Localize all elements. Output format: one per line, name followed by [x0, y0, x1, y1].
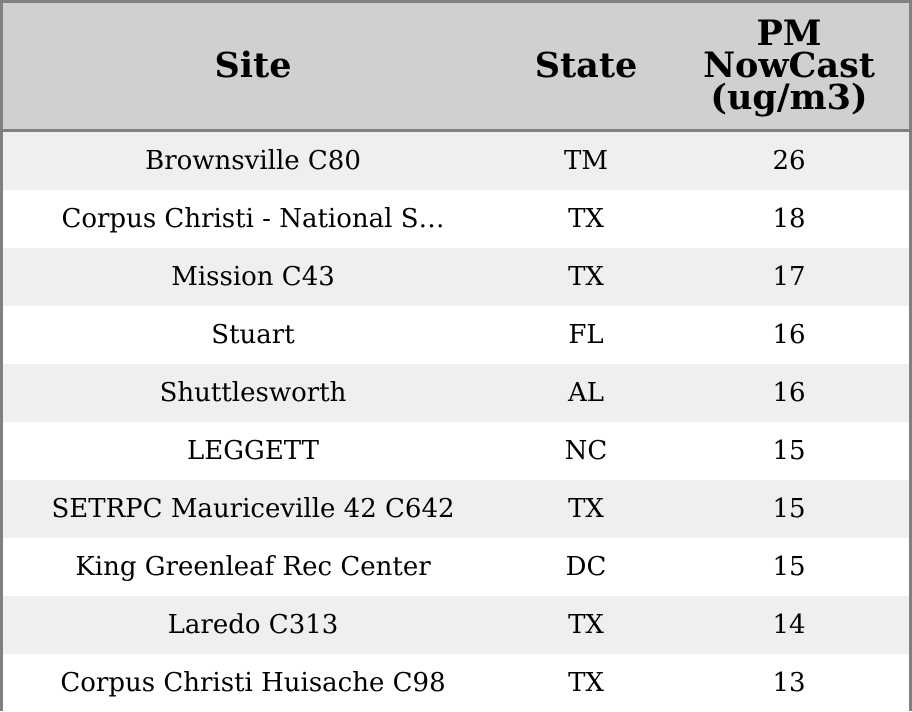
table-row: King Greenleaf Rec Center DC 15: [3, 538, 909, 596]
column-header-pm-nowcast: PM NowCast (ug/m3): [669, 3, 909, 129]
cell-pm-nowcast: 15: [772, 552, 806, 582]
table-row: Corpus Christi - National S… TX 18: [3, 190, 909, 248]
table-row: LEGGETT NC 15: [3, 422, 909, 480]
cell-site: Laredo C313: [167, 610, 339, 640]
cell-state: TX: [568, 494, 604, 524]
column-header-site: Site: [214, 45, 292, 86]
cell-site: Stuart: [211, 320, 295, 350]
cell-pm-nowcast: 13: [772, 668, 806, 698]
cell-site: Corpus Christi - National S…: [61, 204, 445, 234]
cell-state: FL: [568, 320, 604, 350]
cell-site: LEGGETT: [187, 436, 319, 466]
cell-state: TX: [568, 262, 604, 292]
cell-state: TX: [568, 610, 604, 640]
table-row: SETRPC Mauriceville 42 C642 TX 15: [3, 480, 909, 538]
cell-site: Brownsville C80: [145, 146, 361, 176]
column-header-pm-nowcast-label: PM NowCast (ug/m3): [703, 13, 875, 118]
table-row: Brownsville C80 TM 26: [3, 132, 909, 190]
cell-state: AL: [567, 378, 605, 408]
column-header-state: State: [534, 45, 638, 86]
cell-state: TX: [568, 204, 604, 234]
cell-pm-nowcast: 18: [772, 204, 806, 234]
cell-state: TX: [568, 668, 604, 698]
cell-pm-nowcast: 26: [772, 146, 806, 176]
cell-pm-nowcast: 16: [772, 378, 806, 408]
table-header-row: Site State PM NowCast (ug/m3): [3, 3, 909, 132]
table-row: Mission C43 TX 17: [3, 248, 909, 306]
cell-state: TM: [564, 146, 608, 176]
cell-state: DC: [565, 552, 607, 582]
table-row: Laredo C313 TX 14: [3, 596, 909, 654]
cell-site: Mission C43: [171, 262, 335, 292]
cell-pm-nowcast: 15: [772, 494, 806, 524]
cell-pm-nowcast: 15: [772, 436, 806, 466]
cell-pm-nowcast: 17: [772, 262, 806, 292]
table-body: Brownsville C80 TM 26 Corpus Christi - Nati…: [3, 132, 909, 712]
cell-site: SETRPC Mauriceville 42 C642: [51, 494, 455, 524]
table-row: Shuttlesworth AL 16: [3, 364, 909, 422]
cell-site: King Greenleaf Rec Center: [75, 552, 431, 582]
table-row: Stuart FL 16: [3, 306, 909, 364]
cell-site: Corpus Christi Huisache C98: [60, 668, 446, 698]
cell-site: Shuttlesworth: [159, 378, 347, 408]
cell-pm-nowcast: 16: [772, 320, 806, 350]
cell-state: NC: [564, 436, 608, 466]
table-row: Corpus Christi Huisache C98 TX 13: [3, 654, 909, 712]
cell-pm-nowcast: 14: [772, 610, 806, 640]
